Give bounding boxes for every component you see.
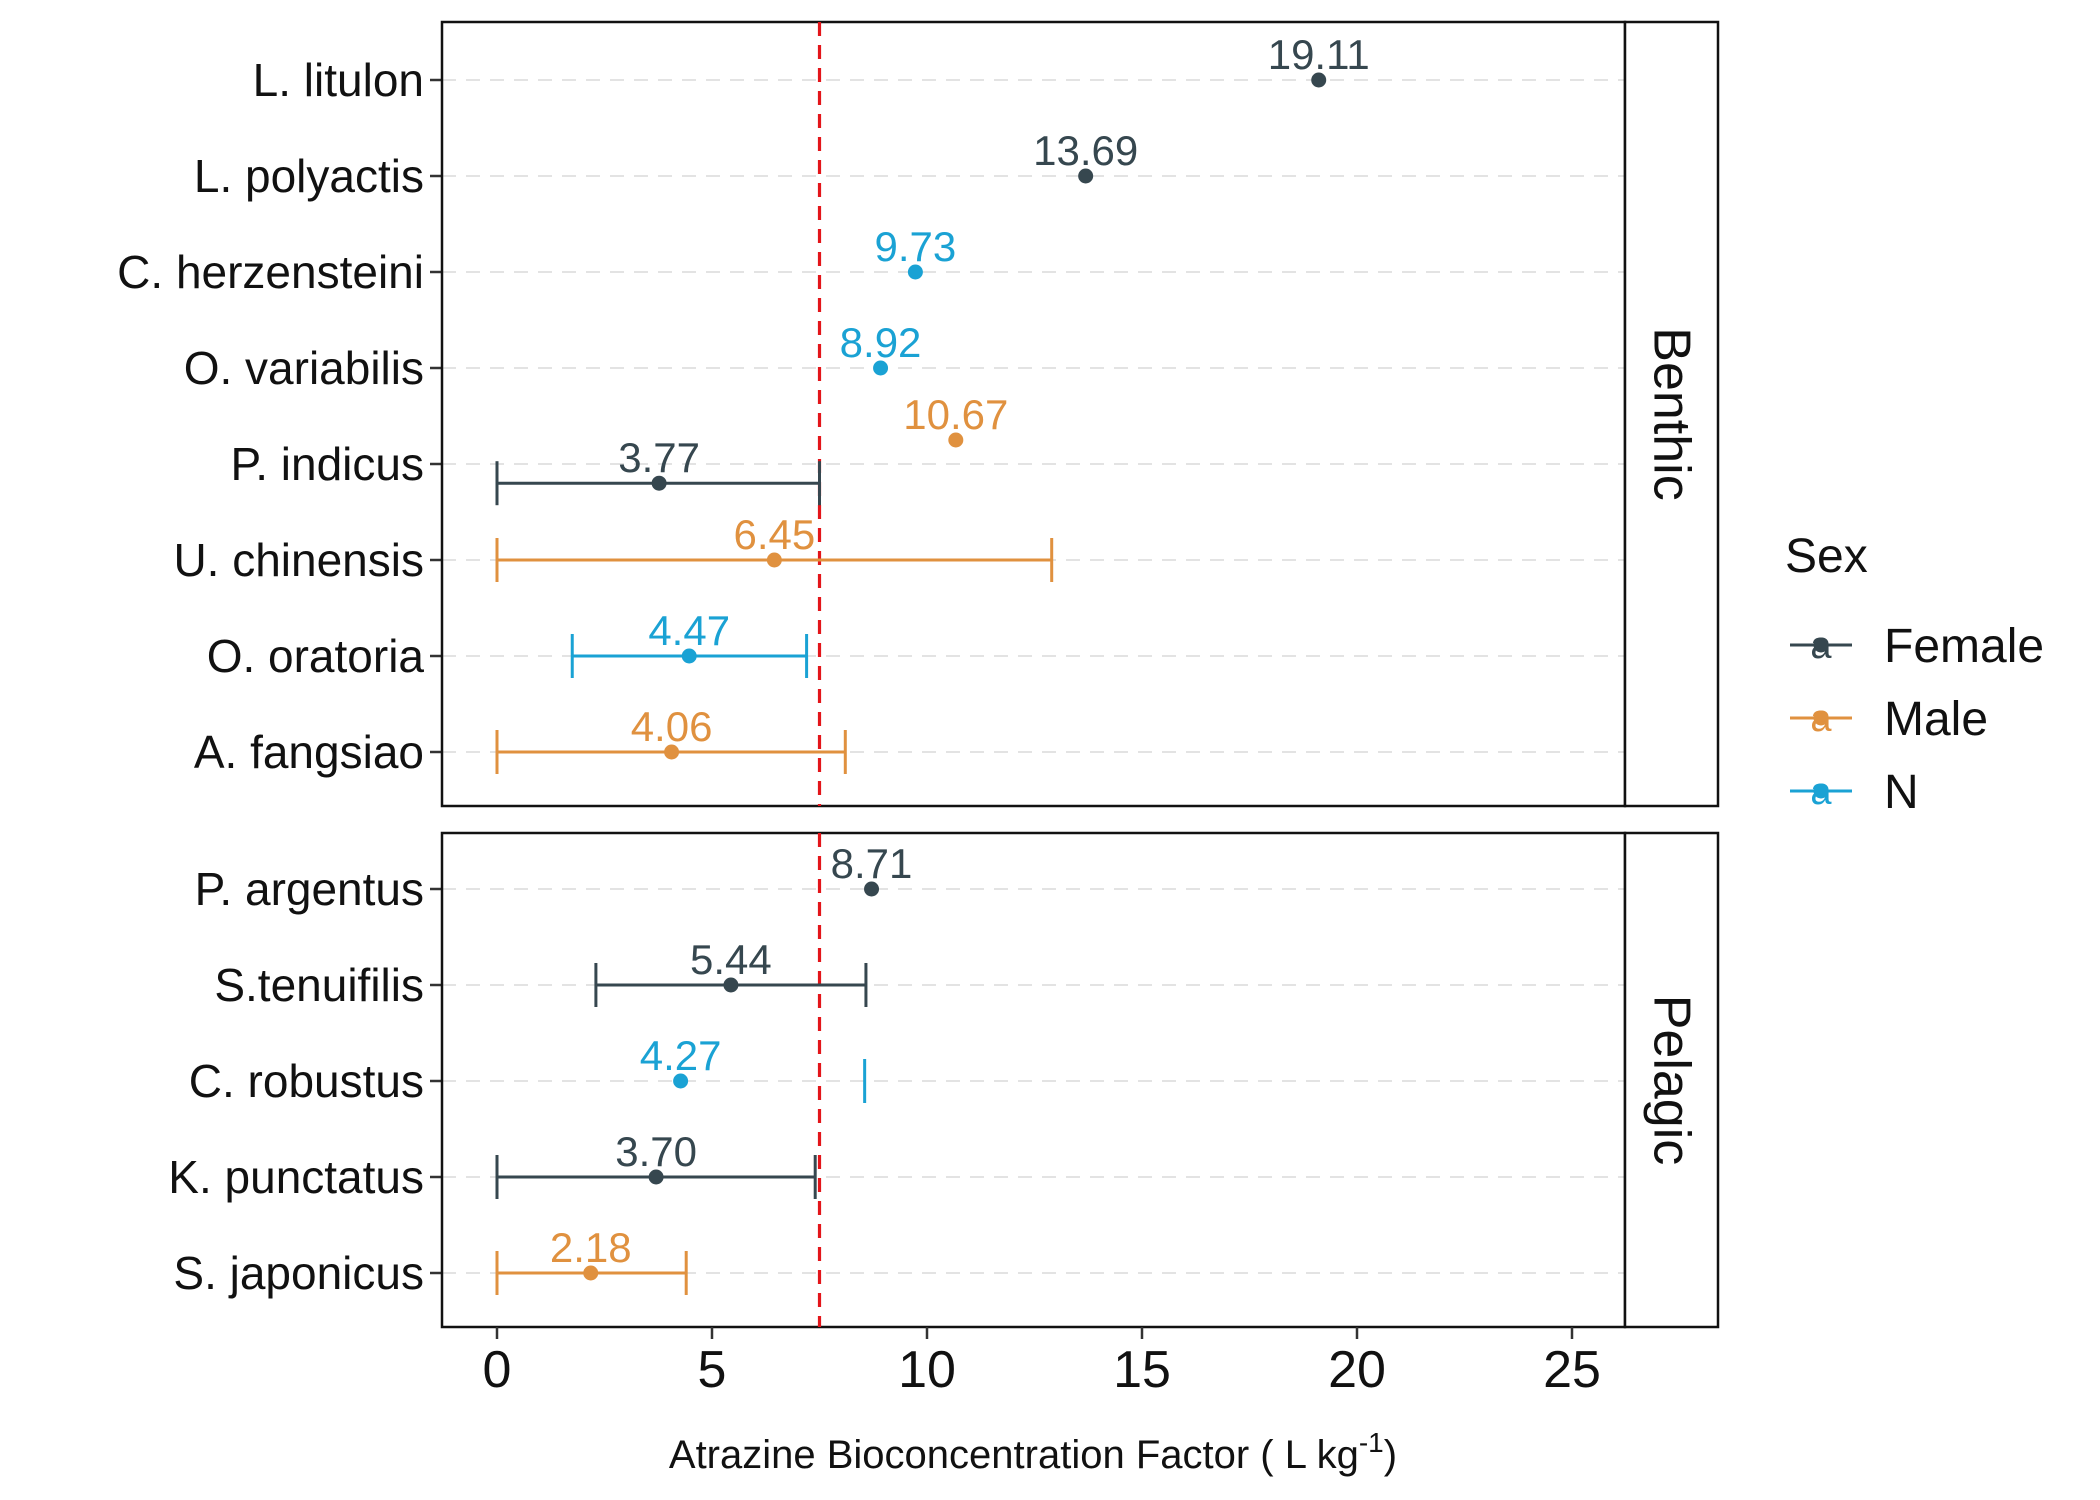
x-axis-label-main: Atrazine Bioconcentration Factor ( L kg (669, 1433, 1359, 1477)
y-tick-label-s-japonicus: S. japonicus (173, 1247, 424, 1299)
legend-title: Sex (1785, 530, 1868, 583)
point-u-chinensis-male (766, 552, 782, 568)
point-c-herzensteini-n (907, 264, 923, 280)
y-tick-label-p-indicus: P. indicus (230, 438, 424, 490)
data-label-s-tenuifilis-female: 5.44 (690, 936, 772, 983)
point-s-japonicus-male (583, 1265, 599, 1281)
x-tick-label-15: 15 (1113, 1341, 1171, 1399)
point-p-indicus-male (948, 432, 964, 448)
data-label-l-litulon-female: 19.11 (1268, 31, 1370, 78)
point-a-fangsiao-male (664, 744, 680, 760)
y-tick-label-s-tenuifilis: S.tenuifilis (214, 959, 424, 1011)
y-tick-label-a-fangsiao: A. fangsiao (194, 726, 424, 778)
legend-glyph-n: a (1810, 771, 1832, 813)
data-label-u-chinensis-male: 6.45 (733, 511, 815, 558)
y-tick-label-l-polyactis: L. polyactis (194, 150, 424, 202)
legend-label-female: Female (1884, 620, 2044, 673)
strip-box-pelagic (1623, 831, 1720, 1329)
point-o-oratoria-n (681, 648, 697, 664)
legend-glyph-male: a (1810, 698, 1832, 740)
x-axis-label-superscript: -1 (1359, 1427, 1384, 1458)
x-tick-label-0: 0 (483, 1341, 512, 1399)
data-label-k-punctatus-female: 3.70 (615, 1128, 697, 1175)
y-tick-label-k-punctatus: K. punctatus (168, 1151, 424, 1203)
point-p-indicus-female (651, 475, 667, 491)
data-label-p-indicus-female: 3.77 (618, 434, 700, 481)
data-label-s-japonicus-male: 2.18 (550, 1224, 632, 1271)
y-tick-label-c-herzensteini: C. herzensteini (117, 246, 424, 298)
point-c-robustus-n (673, 1073, 689, 1089)
point-s-tenuifilis-female (723, 977, 739, 993)
y-tick-label-l-litulon: L. litulon (253, 54, 424, 106)
data-label-o-variabilis-n: 8.92 (840, 319, 922, 366)
data-label-c-robustus-n: 4.27 (640, 1032, 722, 1079)
panels-layer: L. litulon L. polyactis C. herzensteini O. … (117, 20, 1720, 1329)
x-tick-label-20: 20 (1328, 1341, 1386, 1399)
x-tick-label-5: 5 (698, 1341, 727, 1399)
y-tick-label-p-argentus: P. argentus (195, 863, 424, 915)
data-label-a-fangsiao-male: 4.06 (631, 703, 713, 750)
legend-label-n: N (1884, 766, 1919, 819)
strip-box-benthic (1623, 20, 1720, 808)
legend-dot-male (1813, 710, 1829, 726)
x-axis-label: Atrazine Bioconcentration Factor ( L kg-… (669, 1427, 1397, 1477)
x-axis-label-close: ) (1384, 1433, 1397, 1477)
x-tick-label-25: 25 (1543, 1341, 1601, 1399)
legend-dot-n (1813, 783, 1829, 799)
legend-dot-female (1813, 637, 1829, 653)
point-l-polyactis-female (1078, 168, 1094, 184)
x-tick-label-10: 10 (898, 1341, 956, 1399)
legend-label-male: Male (1884, 693, 1988, 746)
legend-glyph-female: a (1810, 625, 1832, 667)
x-axis: 0 5 10 15 20 25 (483, 1327, 1601, 1399)
point-p-argentus-female (864, 881, 880, 897)
y-tick-label-o-variabilis: O. variabilis (184, 342, 424, 394)
data-label-l-polyactis-female: 13.69 (1033, 127, 1138, 174)
strip-label-pelagic: Pelagic (1643, 995, 1701, 1166)
data-label-p-argentus-female: 8.71 (831, 840, 913, 887)
point-o-variabilis-n (873, 360, 889, 376)
point-k-punctatus-female (648, 1169, 664, 1185)
legend: Sex a Female a Male a N (1785, 530, 2044, 819)
point-l-litulon-female (1311, 72, 1327, 88)
strip-label-benthic: Benthic (1643, 327, 1701, 500)
marks-layer: 19.11 13.69 9.73 8.92 10.67 3.77 6.45 4.47 4.06 8… (495, 31, 1370, 1295)
data-label-o-oratoria-n: 4.47 (648, 607, 730, 654)
y-tick-label-u-chinensis: U. chinensis (173, 534, 424, 586)
y-tick-label-o-oratoria: O. oratoria (207, 630, 425, 682)
data-label-c-herzensteini-n: 9.73 (875, 223, 957, 270)
y-tick-label-c-robustus: C. robustus (189, 1055, 424, 1107)
data-label-p-indicus-male: 10.67 (903, 391, 1008, 438)
